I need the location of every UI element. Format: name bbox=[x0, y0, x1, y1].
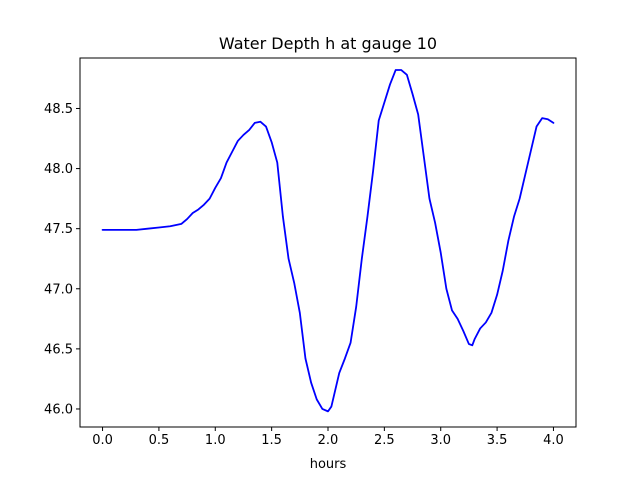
x-tick-label: 3.0 bbox=[430, 433, 451, 448]
y-tick-label: 47.5 bbox=[44, 222, 73, 237]
chart-title: Water Depth h at gauge 10 bbox=[219, 34, 437, 53]
y-tick-label: 48.0 bbox=[44, 162, 73, 177]
x-tick-label: 2.5 bbox=[374, 433, 395, 448]
x-tick-label: 1.5 bbox=[261, 433, 282, 448]
y-tick-label: 47.0 bbox=[44, 282, 73, 297]
plot-area: 0.0 0.5 1.0 1.5 2.0 2.5 3.0 3.5 4.0 46.0 46.5 47.0 4… bbox=[44, 57, 577, 448]
x-tick-label: 0.5 bbox=[149, 433, 170, 448]
x-tick-label: 3.5 bbox=[487, 433, 508, 448]
y-tick-label: 46.0 bbox=[44, 402, 73, 417]
x-tick-label: 1.0 bbox=[205, 433, 226, 448]
x-tick-label: 2.0 bbox=[318, 433, 339, 448]
y-tick-label: 48.5 bbox=[44, 102, 73, 117]
x-axis-label: hours bbox=[310, 457, 347, 472]
x-tick-label: 4.0 bbox=[543, 433, 564, 448]
series-line-0 bbox=[101, 69, 555, 413]
x-tick-label: 0.0 bbox=[92, 433, 113, 448]
y-tick-label: 46.5 bbox=[44, 342, 73, 357]
